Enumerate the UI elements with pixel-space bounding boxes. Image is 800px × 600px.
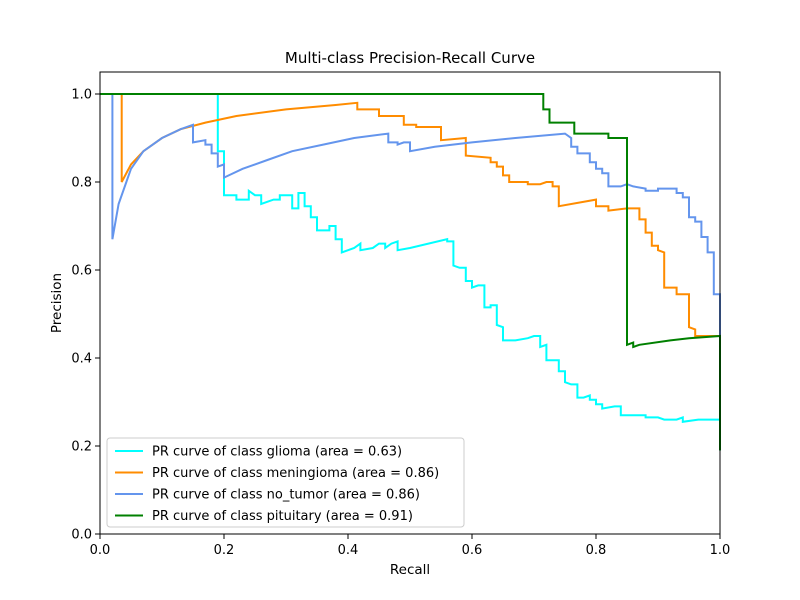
y-tick-label: 0.2: [71, 440, 92, 455]
y-tick-label: 0.4: [71, 352, 92, 367]
series-line-1: [100, 93, 720, 337]
plot-frame: [99, 71, 721, 535]
chart-title: Multi-class Precision-Recall Curve: [285, 49, 535, 67]
y-tick-label: 0.8: [71, 176, 92, 191]
series-layer: [100, 93, 721, 451]
y-axis: 0.0 0.2 0.4 0.6 0.8 1.0: [71, 88, 100, 543]
series-line-2: [100, 93, 721, 341]
x-tick-label: 0.0: [90, 543, 111, 558]
x-tick-label: 1.0: [710, 543, 731, 558]
legend: PR curve of class glioma (area = 0.63) PR…: [106, 437, 465, 528]
x-axis-label: Recall: [390, 562, 430, 578]
x-tick-label: 0.2: [214, 543, 235, 558]
x-tick-label: 0.6: [462, 543, 483, 558]
series-line-0: [100, 93, 721, 451]
x-axis: 0.0 0.2 0.4 0.6 0.8 1.0: [90, 534, 731, 558]
x-tick-label: 0.8: [586, 543, 607, 558]
legend-label-2: PR curve of class no_tumor (area = 0.86): [152, 488, 420, 503]
legend-box: [106, 437, 465, 528]
y-tick-label: 0.6: [71, 264, 92, 279]
x-tick-label: 0.4: [338, 543, 359, 558]
legend-label-1: PR curve of class meningioma (area = 0.8…: [152, 466, 439, 481]
legend-label-3: PR curve of class pituitary (area = 0.91…: [152, 509, 413, 524]
legend-label-0: PR curve of class glioma (area = 0.63): [152, 445, 402, 460]
y-tick-label: 0.0: [71, 528, 92, 543]
series-line-3: [100, 93, 721, 451]
y-axis-label: Precision: [49, 273, 65, 333]
y-tick-label: 1.0: [71, 88, 92, 103]
